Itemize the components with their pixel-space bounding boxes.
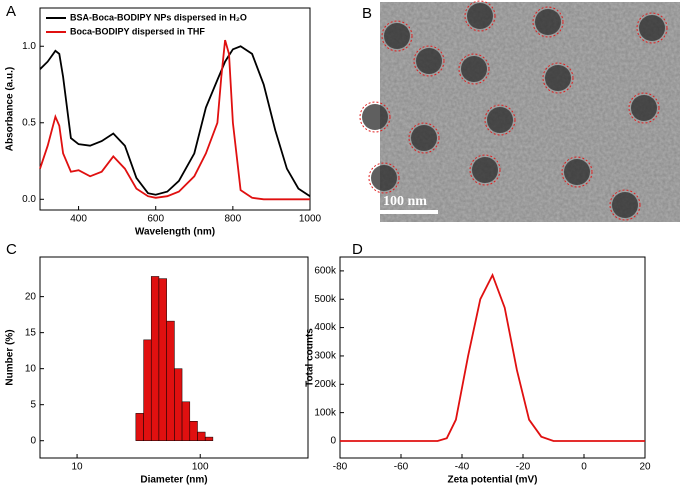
scale-bar-label: 100 nm [383,194,427,209]
x-axis-title: Wavelength (nm) [135,227,215,238]
particle-outline [408,122,440,154]
x-tick-label: 1000 [299,214,322,225]
particle-outline [359,101,391,133]
y-tick-label: 200k [314,379,337,390]
x-tick-label: 100 [192,462,209,473]
panel-label: A [6,3,16,20]
y-tick-label: 15 [25,327,37,338]
particle-core [487,107,513,133]
x-tick-label: 0 [581,462,587,473]
series-line [39,45,311,197]
x-tick-label: -40 [455,462,470,473]
bar [189,421,198,441]
particle-outline [542,62,574,94]
legend-label: Boca-BODIPY dispersed in THF [70,26,205,36]
x-tick-label: -80 [333,462,348,473]
plot-frame [39,7,311,211]
tem-grain [380,2,680,222]
bar [158,278,167,441]
particle-outline [636,12,668,44]
x-tick-label: 20 [639,462,651,473]
bar [166,320,175,441]
particles [359,0,668,221]
y-tick-label: 500k [314,294,337,305]
y-axis-title: Number (%) [5,329,16,385]
particle-outline [561,156,593,188]
legend-label: BSA-Boca-BODIPY NPs dispersed in H₂O [70,12,247,22]
panel-label: D [352,241,363,258]
bar [135,413,144,441]
particle-core [411,125,437,151]
particle-outline [464,0,496,32]
particle-outline [413,45,445,77]
particle-outline [381,20,413,52]
particle-outline [458,53,490,85]
bar [204,436,214,441]
plot-frame [39,256,309,459]
y-tick-label: 10 [25,363,37,374]
y-tick-label: 0.5 [22,117,36,128]
series-line [39,39,310,201]
bar [143,339,152,441]
x-tick-label: -60 [394,462,409,473]
particle-core [545,65,571,91]
panel-label: C [6,241,17,258]
y-tick-label: 0 [30,435,36,446]
y-tick-label: 1.0 [22,41,36,52]
series-line [340,272,645,442]
y-tick-label: 0 [330,436,336,447]
bar [181,401,191,441]
plot-frame [339,256,646,459]
particle-core [467,3,493,29]
particle-core [416,48,442,74]
bar [150,276,160,441]
y-tick-label: 20 [25,291,37,302]
y-tick-label: 300k [314,351,337,362]
particle-core [631,95,657,121]
y-axis-title: Total counts [305,328,316,387]
particle-core [362,104,388,130]
tem-image: 100 nm [359,0,680,222]
x-tick-label: 400 [70,214,87,225]
x-tick-label: -20 [516,462,531,473]
y-tick-label: 100k [314,407,337,418]
panel-label: B [362,5,372,22]
bar [197,431,206,441]
particle-core [384,23,410,49]
x-tick-label: 800 [225,214,242,225]
x-tick-label: 600 [147,214,164,225]
y-tick-label: 5 [30,399,36,410]
particle-outline [368,162,400,194]
particle-core [612,192,638,218]
bar [174,368,183,441]
y-tick-label: 0.0 [22,194,36,205]
particle-outline [609,189,641,221]
particle-outline [628,92,660,124]
particle-core [535,9,561,35]
y-tick-label: 600k [314,266,337,277]
particle-outline [469,154,501,186]
y-tick-label: 400k [314,322,337,333]
particle-outline [484,104,516,136]
particle-outline [532,6,564,38]
x-axis-title: Diameter (nm) [140,475,207,486]
particle-core [371,165,397,191]
particle-core [639,15,665,41]
x-tick-label: 10 [72,462,84,473]
particle-core [461,56,487,82]
particle-core [564,159,590,185]
particle-core [472,157,498,183]
y-axis-title: Absorbance (a.u.) [5,67,16,151]
x-axis-title: Zeta potential (mV) [447,475,537,486]
